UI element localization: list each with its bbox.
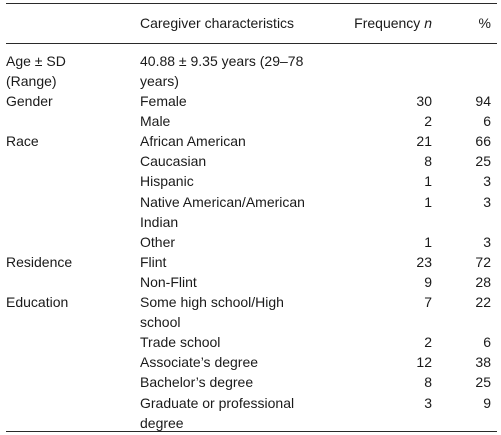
row-frequency: 1 [424, 173, 432, 190]
row-group-label: Education [6, 294, 69, 310]
row-frequency: 2 [424, 334, 432, 351]
row-percent: 25 [475, 153, 491, 170]
row-percent: 3 [483, 233, 491, 250]
row-frequency: 9 [424, 273, 432, 290]
row-characteristic: Native American/American [140, 193, 305, 210]
row-frequency: 30 [416, 93, 432, 109]
row-group-label: Race [6, 133, 39, 150]
row-characteristic: African American [140, 133, 246, 150]
table-bottom-rule [6, 431, 497, 432]
row-frequency: 2 [424, 113, 432, 130]
row-frequency: 3 [424, 394, 432, 411]
row-characteristic: Hispanic [140, 173, 194, 190]
row-characteristic: Other [140, 233, 176, 250]
row-frequency: 12 [416, 354, 432, 371]
row-percent: 38 [475, 354, 491, 371]
row-group-label: Gender [6, 93, 53, 109]
row-frequency: 23 [416, 253, 432, 270]
row-characteristic: Some high school/High [140, 294, 284, 310]
row-percent: 72 [475, 253, 491, 270]
row-percent: 28 [475, 273, 491, 290]
row-characteristic: school [140, 314, 181, 331]
header-caregiver-characteristics: Caregiver characteristics [140, 15, 295, 31]
row-characteristic: Graduate or professional [140, 394, 295, 411]
header-frequency: Frequency n [354, 15, 432, 31]
age-label-line2: (Range) [6, 73, 57, 89]
age-label-line1: Age ± SD [6, 53, 66, 69]
row-characteristic: Caucasian [140, 153, 207, 170]
table-top-rule [6, 3, 497, 4]
row-percent: 22 [475, 294, 491, 310]
row-characteristic: Indian [140, 213, 179, 230]
row-frequency: 1 [424, 193, 432, 210]
row-characteristic: Trade school [140, 334, 221, 351]
row-frequency: 8 [424, 374, 432, 391]
row-characteristic: Non-Flint [140, 273, 197, 290]
row-characteristic: Associate’s degree [140, 354, 259, 371]
table-header-rule [6, 43, 497, 44]
row-frequency: 1 [424, 233, 432, 250]
row-characteristic: Male [140, 113, 171, 130]
row-frequency: 8 [424, 153, 432, 170]
row-characteristic: Flint [140, 253, 167, 270]
row-percent: 6 [483, 334, 491, 351]
age-value-line2: years) [140, 73, 179, 89]
row-percent: 3 [483, 193, 491, 210]
row-characteristic: Female [140, 93, 187, 109]
row-percent: 66 [475, 133, 491, 150]
row-percent: 6 [483, 113, 491, 130]
row-group-label: Residence [6, 253, 73, 270]
row-frequency: 21 [416, 133, 432, 150]
row-percent: 9 [483, 394, 491, 411]
row-percent: 3 [483, 173, 491, 190]
row-characteristic: Bachelor’s degree [140, 374, 254, 391]
row-percent: 94 [475, 93, 491, 109]
row-percent: 25 [475, 374, 491, 391]
age-value-line1: 40.88 ± 9.35 years (29–78 [140, 53, 304, 69]
row-frequency: 7 [424, 294, 432, 310]
header-percent: % [478, 15, 491, 31]
row-characteristic: degree [140, 414, 184, 431]
